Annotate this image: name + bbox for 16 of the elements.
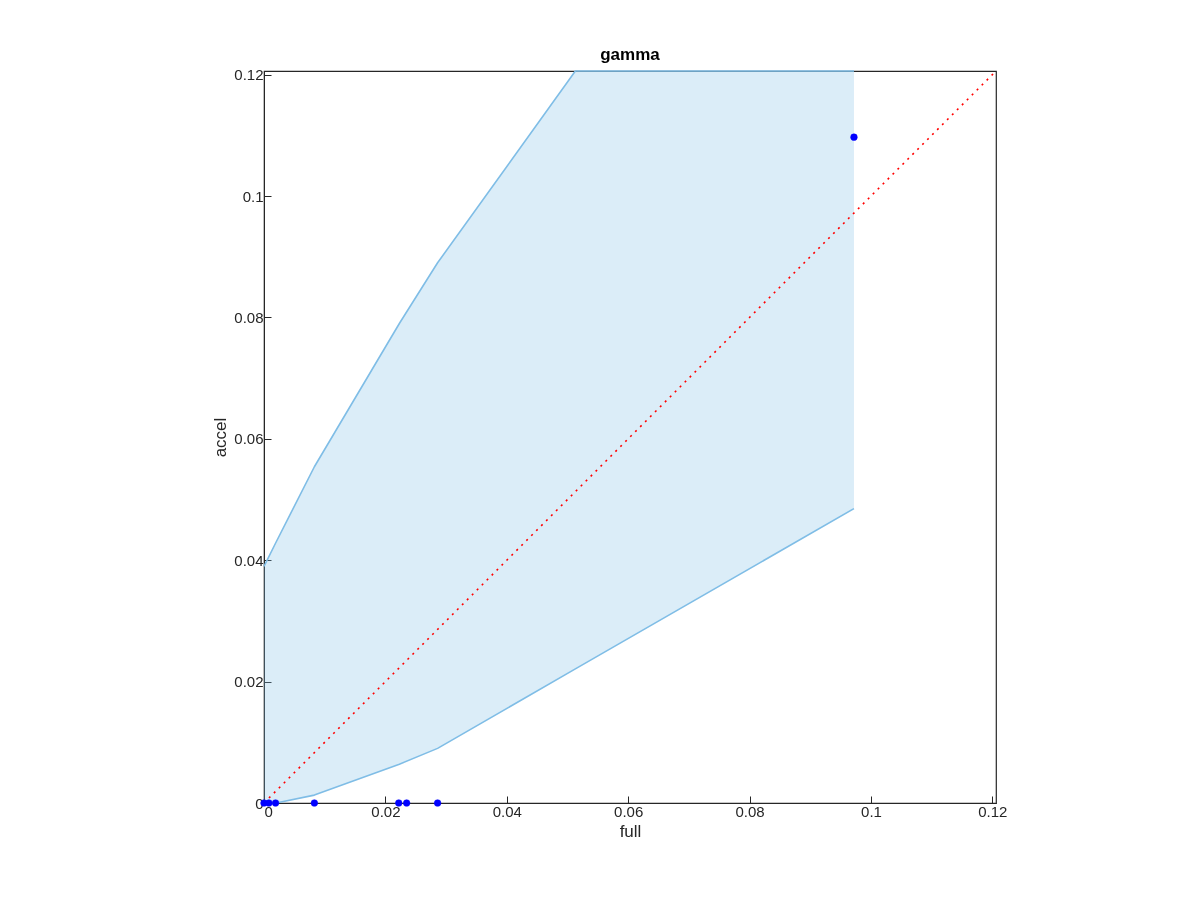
y-tick-label: 0.1 [242,187,264,205]
y-tick-label: 0.06 [234,430,264,448]
x-tick-label: 0.12 [978,802,1008,820]
x-tick-label: 0.08 [735,802,765,820]
chart-title: gamma [600,44,661,64]
line-series [263,70,855,568]
x-tick-label: 0.06 [614,802,644,820]
x-tick-label: 0.02 [371,802,401,820]
y-tick-label: 0.04 [234,551,264,569]
x-tick-label: 0.04 [492,802,522,820]
x-tick-label: 0.1 [861,802,882,820]
y-tick-label: 0.02 [234,673,264,691]
y-axis-title: accel [211,417,231,458]
y-tick-label: 0.12 [234,66,264,84]
x-axis-title: full [619,821,642,841]
y-tick-label: 0.08 [234,308,264,326]
